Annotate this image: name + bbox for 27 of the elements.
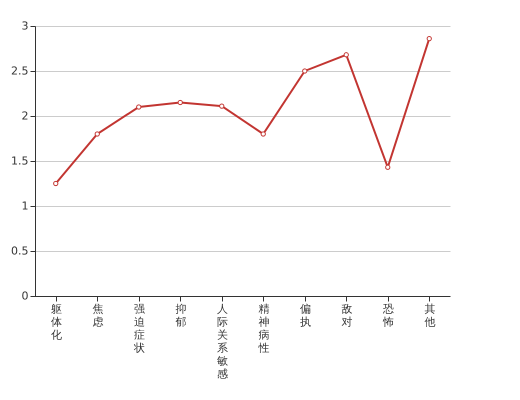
point: [302, 68, 308, 74]
point: [260, 131, 266, 137]
point: [219, 103, 224, 109]
point: [53, 180, 58, 186]
y-tick-label: 1.5: [11, 154, 28, 168]
x-tick-label: 恐怖: [382, 302, 394, 328]
y-tick-label: 0: [22, 290, 28, 302]
x-tick-label: 偏执: [300, 302, 311, 328]
x-tick-label: 敌对: [341, 302, 352, 328]
point: [426, 36, 432, 42]
point: [136, 104, 142, 110]
y-tick-label: 2.5: [11, 64, 28, 78]
y-tick-label: 3: [22, 20, 28, 32]
x-tick-label: 其他: [424, 302, 436, 328]
y-tick-label: 0.5: [11, 244, 28, 258]
y-tick-label: 2: [22, 110, 28, 122]
x-tick-label: 躯体化: [50, 302, 62, 342]
point: [94, 131, 100, 137]
point: [385, 164, 390, 170]
point: [344, 52, 349, 58]
x-tick-label: 人际关系敏感: [216, 302, 228, 380]
x-tick-label: 抑郁: [175, 302, 186, 328]
y-tick-label: 1: [22, 200, 28, 212]
x-tick-label: 焦虑: [92, 302, 104, 328]
x-tick-label: 精神病性: [257, 302, 270, 354]
x-tick-label: 强迫症状: [132, 302, 145, 354]
point: [178, 100, 183, 106]
